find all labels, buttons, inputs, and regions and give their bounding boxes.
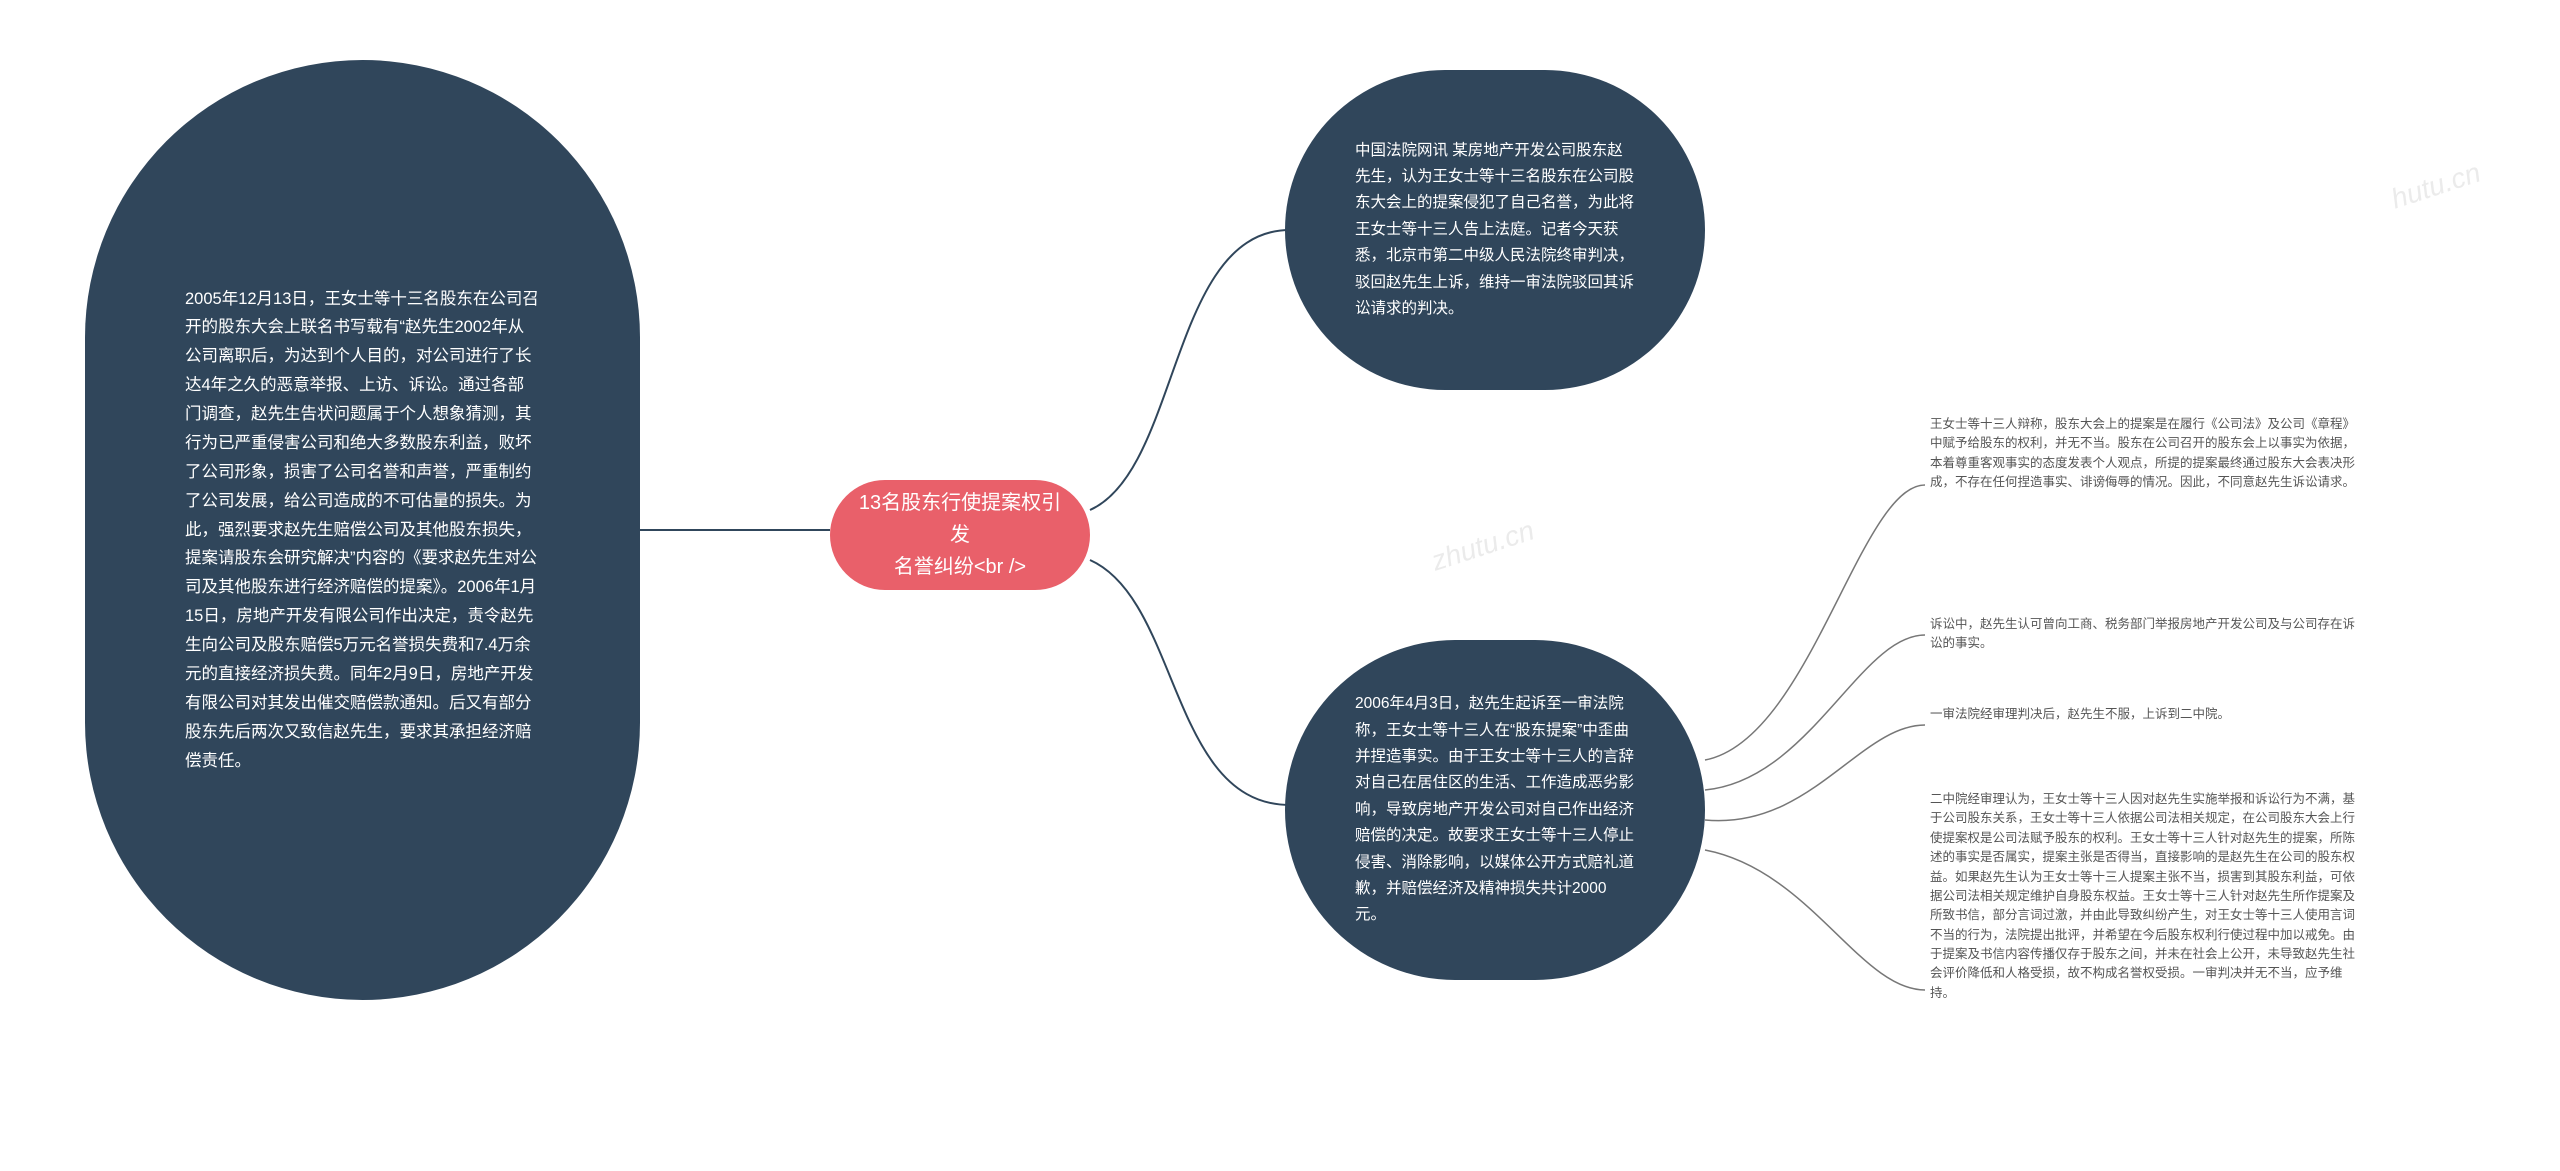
leaf-second-instance: 二中院经审理认为，王女士等十三人因对赵先生实施举报和诉讼行为不满，基于公司股东关…	[1930, 790, 2355, 1003]
mindmap-center-node: 13名股东行使提案权引发 名誉纠纷<br />	[830, 480, 1090, 590]
bottom-right-node: 2006年4月3日，赵先生起诉至一审法院称，王女士等十三人在“股东提案”中歪曲并…	[1285, 640, 1705, 980]
leaf-first-instance: 一审法院经审理判决后，赵先生不服，上诉到二中院。	[1930, 705, 2355, 724]
center-title: 13名股东行使提案权引发 名誉纠纷<br />	[830, 469, 1090, 601]
leaf-defense-argument: 王女士等十三人辩称，股东大会上的提案是在履行《公司法》及公司《章程》中赋予给股东…	[1930, 415, 2355, 493]
top-right-text: 中国法院网讯 某房地产开发公司股东赵先生，认为王女士等十三名股东在公司股东大会上…	[1285, 103, 1705, 357]
top-right-node: 中国法院网讯 某房地产开发公司股东赵先生，认为王女士等十三名股东在公司股东大会上…	[1285, 70, 1705, 390]
leaf-litigation-admit: 诉讼中，赵先生认可曾向工商、税务部门举报房地产开发公司及与公司存在诉讼的事实。	[1930, 615, 2355, 654]
bottom-right-text: 2006年4月3日，赵先生起诉至一审法院称，王女士等十三人在“股东提案”中歪曲并…	[1285, 656, 1705, 963]
left-detail-node: 2005年12月13日，王女士等十三名股东在公司召开的股东大会上联名书写载有“赵…	[85, 60, 640, 1000]
watermark: zhutu.cn	[1428, 514, 1539, 577]
watermark: hutu.cn	[2387, 157, 2484, 216]
left-node-text: 2005年12月13日，王女士等十三名股东在公司召开的股东大会上联名书写载有“赵…	[85, 235, 640, 826]
